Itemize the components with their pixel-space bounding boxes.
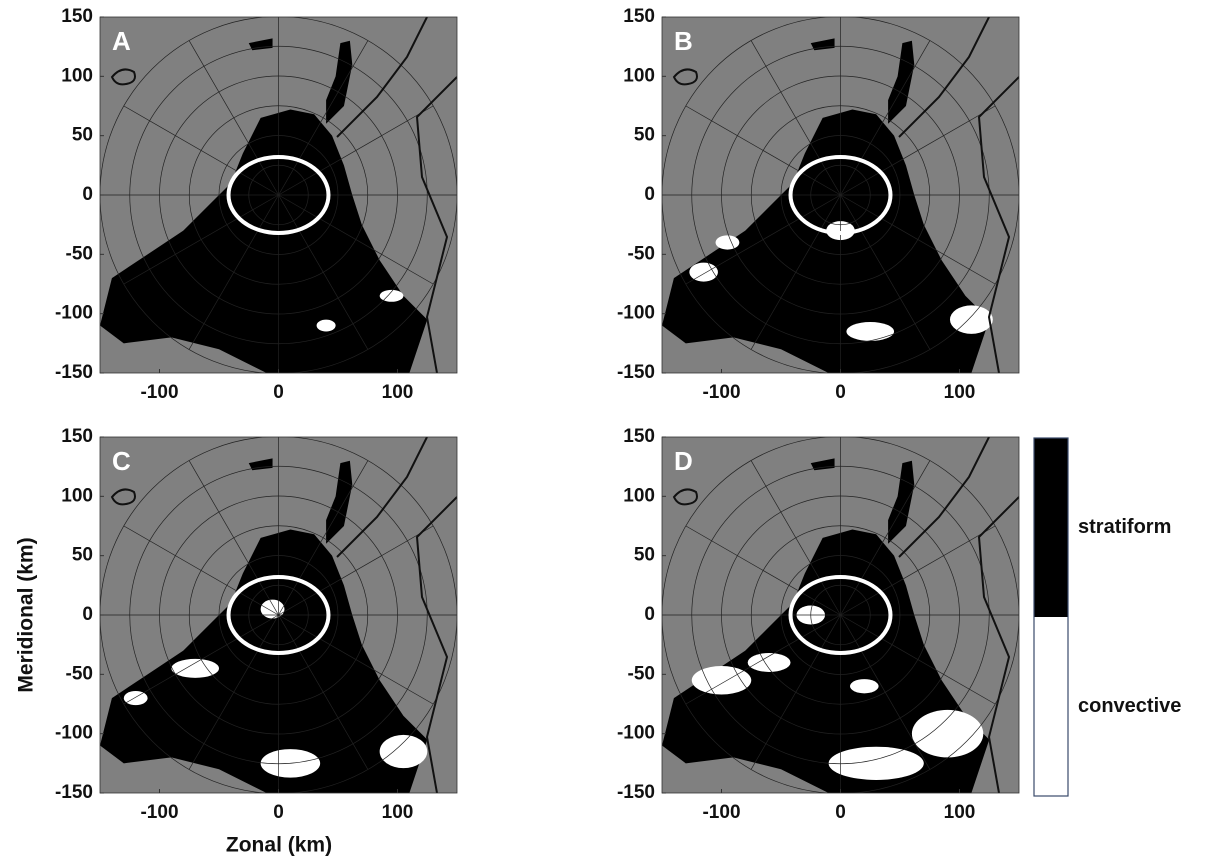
convective-echo — [124, 691, 148, 705]
convective-echo — [950, 305, 993, 333]
y-tick-label: 0 — [644, 184, 655, 205]
colorbar-label: convective — [1078, 695, 1181, 717]
x-tick-label: 100 — [944, 802, 976, 823]
y-tick-label: 100 — [623, 485, 655, 506]
convective-echo — [261, 600, 285, 619]
y-tick-label: -150 — [55, 782, 93, 803]
y-axis-label: Meridional (km) — [15, 537, 38, 692]
y-tick-label: 0 — [82, 184, 93, 205]
x-tick-label: 0 — [273, 382, 284, 403]
panel — [662, 17, 1019, 374]
x-tick-label: 100 — [944, 382, 976, 403]
y-tick-label: -150 — [55, 362, 93, 383]
x-tick-label: 0 — [835, 382, 846, 403]
x-tick-label: 100 — [382, 802, 414, 823]
y-tick-label: 50 — [72, 125, 93, 146]
y-tick-label: -100 — [617, 303, 655, 324]
y-tick-label: 150 — [61, 6, 93, 27]
y-tick-label: -150 — [617, 782, 655, 803]
x-tick-label: -100 — [140, 802, 178, 823]
y-tick-label: 150 — [623, 426, 655, 447]
panel — [100, 437, 457, 794]
y-tick-label: 100 — [61, 65, 93, 86]
convective-echo — [850, 679, 879, 693]
panel-label: D — [674, 446, 693, 476]
panel-label: C — [112, 446, 131, 476]
x-tick-label: 0 — [273, 802, 284, 823]
convective-echo — [912, 710, 983, 757]
figure: Zonal (km) Meridional (km) A -100 0 100 -150… — [0, 0, 1212, 862]
colorbar-swatch — [1034, 617, 1068, 796]
y-tick-label: -50 — [628, 663, 655, 684]
y-tick-label: 100 — [61, 485, 93, 506]
convective-echo — [317, 320, 336, 332]
y-tick-label: -100 — [55, 723, 93, 744]
panel — [662, 437, 1019, 794]
colorbar-swatch — [1034, 438, 1068, 617]
x-tick-label: 100 — [382, 382, 414, 403]
y-tick-label: 0 — [82, 604, 93, 625]
y-tick-label: -50 — [628, 243, 655, 264]
x-axis-label: Zonal (km) — [226, 834, 332, 857]
y-tick-label: -50 — [66, 243, 93, 264]
x-tick-label: 0 — [835, 802, 846, 823]
panel-label: B — [674, 26, 693, 56]
panel-label: A — [112, 26, 131, 56]
panel — [100, 17, 457, 374]
convective-echo — [846, 322, 894, 341]
y-tick-label: 100 — [623, 65, 655, 86]
y-tick-label: -50 — [66, 663, 93, 684]
y-tick-label: -100 — [617, 723, 655, 744]
x-tick-label: -100 — [702, 802, 740, 823]
convective-echo — [380, 735, 428, 768]
y-tick-label: -100 — [55, 303, 93, 324]
convective-echo — [716, 235, 740, 249]
y-tick-label: 0 — [644, 604, 655, 625]
convective-echo — [171, 659, 219, 678]
x-tick-label: -100 — [140, 382, 178, 403]
y-tick-label: 150 — [623, 6, 655, 27]
y-tick-label: 150 — [61, 426, 93, 447]
x-tick-label: -100 — [702, 382, 740, 403]
convective-echo — [692, 666, 752, 694]
convective-echo — [829, 747, 924, 780]
y-tick-label: -150 — [617, 362, 655, 383]
colorbar-label: stratiform — [1078, 516, 1171, 538]
y-tick-label: 50 — [634, 125, 655, 146]
y-tick-label: 50 — [72, 545, 93, 566]
y-tick-label: 50 — [634, 545, 655, 566]
